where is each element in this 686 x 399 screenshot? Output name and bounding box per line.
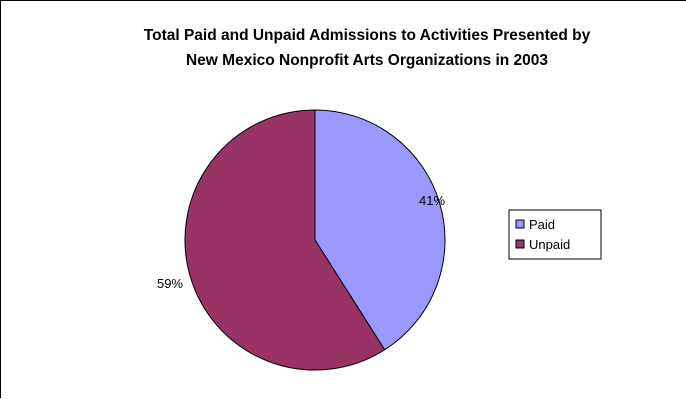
data-label-paid: 41%	[419, 193, 445, 208]
chart-title-line-1: Total Paid and Unpaid Admissions to Acti…	[144, 27, 591, 44]
legend-swatch-paid	[515, 219, 525, 229]
pie-slice-unpaid	[184, 109, 386, 371]
data-label-unpaid: 59%	[157, 276, 183, 291]
pie-slice-paid	[314, 109, 446, 351]
legend-label-unpaid: Unpaid	[529, 237, 570, 252]
legend-label-paid: Paid	[529, 217, 555, 232]
legend-swatch-unpaid	[515, 239, 525, 249]
pie-slices	[184, 109, 446, 371]
legend-box	[508, 209, 602, 260]
legend: Paid Unpaid	[508, 209, 602, 260]
chart-title-line-2: New Mexico Nonprofit Arts Organizations …	[186, 52, 548, 69]
